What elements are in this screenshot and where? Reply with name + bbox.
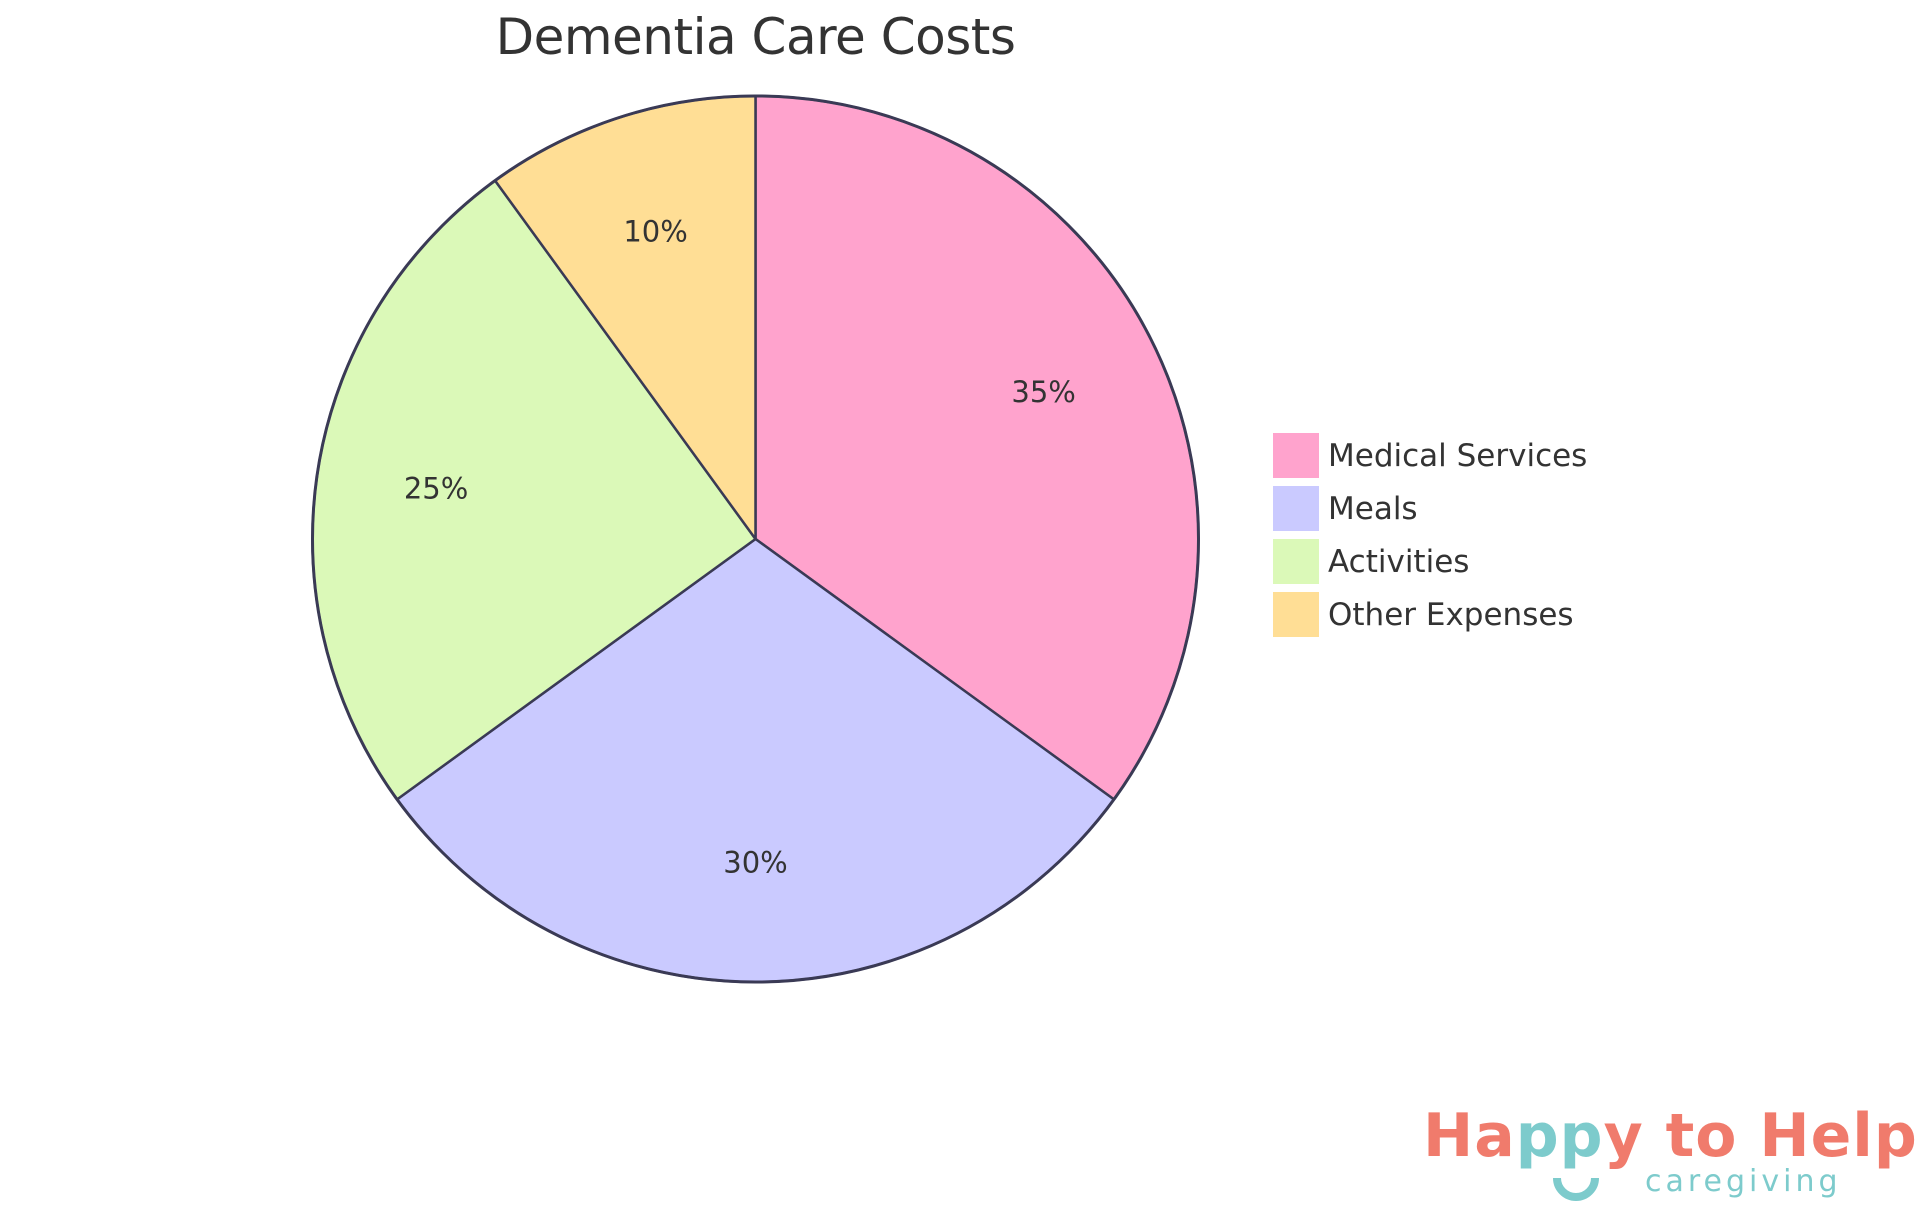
legend-swatch-medical-services xyxy=(1273,433,1319,478)
chart-title: Dementia Care Costs xyxy=(495,8,1016,66)
legend: Medical Services Meals Activities Other … xyxy=(1273,433,1587,645)
logo-text-part3: y to Help xyxy=(1603,1101,1918,1171)
logo-text-part2: pp xyxy=(1515,1101,1604,1171)
legend-label: Meals xyxy=(1328,490,1418,527)
pie-slices xyxy=(311,94,1200,984)
pie-outline xyxy=(311,94,1200,984)
logo-wordmark: Happy to Help xyxy=(1423,1100,1918,1172)
smile-icon xyxy=(1553,1177,1599,1201)
slice-label-activities: 25% xyxy=(404,471,468,505)
slice-label-meals: 30% xyxy=(723,845,787,879)
slice-label-medical-services: 35% xyxy=(1011,375,1075,409)
legend-item-activities: Activities xyxy=(1273,539,1587,584)
legend-label: Other Expenses xyxy=(1328,596,1574,633)
legend-swatch-meals xyxy=(1273,486,1319,531)
logo-subtitle: caregiving xyxy=(1645,1164,1842,1199)
legend-swatch-activities xyxy=(1273,539,1319,584)
legend-item-medical-services: Medical Services xyxy=(1273,433,1587,478)
legend-item-other-expenses: Other Expenses xyxy=(1273,592,1587,637)
legend-label: Medical Services xyxy=(1328,437,1588,474)
legend-swatch-other-expenses xyxy=(1273,592,1319,637)
logo-text-part1: Ha xyxy=(1423,1101,1516,1171)
slice-label-other-expenses: 10% xyxy=(623,214,687,248)
pie-slice-labels: 35% 30% 25% 10% xyxy=(404,214,1076,879)
legend-item-meals: Meals xyxy=(1273,486,1587,531)
brand-logo: Happy to Help caregiving xyxy=(1423,1100,1917,1215)
legend-label: Activities xyxy=(1328,543,1470,580)
